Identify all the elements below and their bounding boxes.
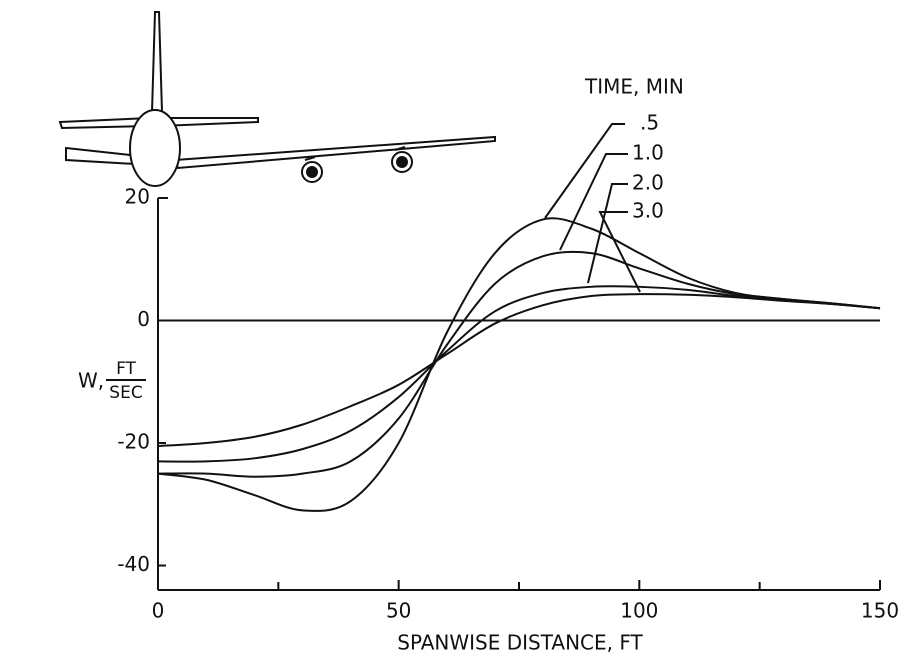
legend-label: .5 <box>640 111 659 135</box>
y-axis-label: W, <box>78 369 104 393</box>
y-tick-label: -20 <box>117 430 150 454</box>
x-tick-label: 150 <box>861 599 899 623</box>
legend-label: 3.0 <box>632 199 664 223</box>
y-tick-label: 0 <box>137 307 150 331</box>
legend-title: TIME, MIN <box>584 75 684 99</box>
leader-lines <box>544 123 641 293</box>
y-tick-label: -40 <box>117 552 150 576</box>
legend-label: 2.0 <box>632 171 664 195</box>
x-tick-label: 100 <box>620 599 658 623</box>
series-line <box>157 217 881 512</box>
x-tick-label: 0 <box>152 599 165 623</box>
series-line <box>157 293 881 448</box>
x-tick-label: 50 <box>386 599 411 623</box>
legend-label: 1.0 <box>632 141 664 165</box>
y-tick-label: 20 <box>125 185 150 209</box>
series-line <box>157 250 881 478</box>
y-axis-label-num: FT <box>116 359 136 379</box>
airplane <box>58 11 496 187</box>
y-axis-label-den: SEC <box>109 383 142 403</box>
x-axis-label: SPANWISE DISTANCE, FT <box>397 631 643 655</box>
